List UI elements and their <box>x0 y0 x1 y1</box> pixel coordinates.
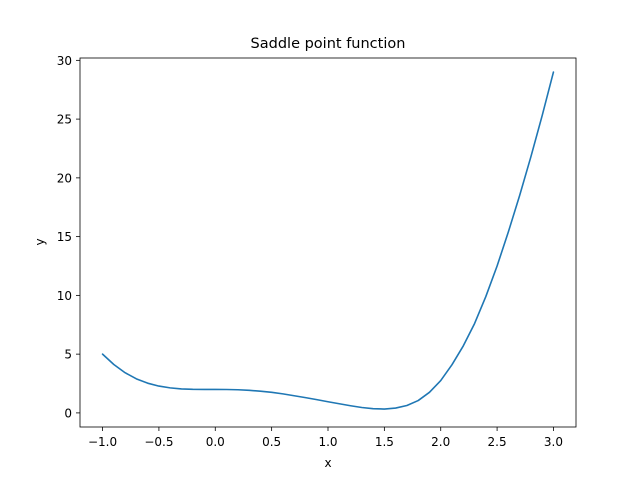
x-tick-label: 3.0 <box>544 435 563 449</box>
y-tick-label: 25 <box>57 113 72 127</box>
x-axis: −1.0 −0.5 0.0 0.5 1.0 1.5 2.0 2.5 3.0 <box>88 427 563 449</box>
chart-title: Saddle point function <box>251 36 406 52</box>
plot-area <box>101 71 555 410</box>
axes-frame <box>79 57 577 428</box>
x-tick-label: 2.5 <box>488 435 507 449</box>
y-tick-label: 15 <box>57 230 72 244</box>
x-tick-label: 1.5 <box>375 435 394 449</box>
y-axis: 0 5 10 15 20 25 30 <box>57 54 80 420</box>
x-axis-label: x <box>324 456 331 470</box>
y-axis-label: y <box>33 238 47 245</box>
x-tick-label: 2.0 <box>431 435 450 449</box>
x-tick-label: 1.0 <box>318 435 337 449</box>
x-tick-label: −0.5 <box>144 435 173 449</box>
x-tick-label: 0.0 <box>206 435 225 449</box>
y-tick-label: 5 <box>64 348 72 362</box>
x-tick-label: 0.5 <box>262 435 281 449</box>
y-tick-label: 10 <box>57 289 72 303</box>
y-tick-label: 0 <box>64 406 72 420</box>
x-tick-label: −1.0 <box>88 435 117 449</box>
y-tick-label: 20 <box>57 171 72 185</box>
series-line-0 <box>101 71 555 410</box>
y-tick-label: 30 <box>57 54 72 68</box>
